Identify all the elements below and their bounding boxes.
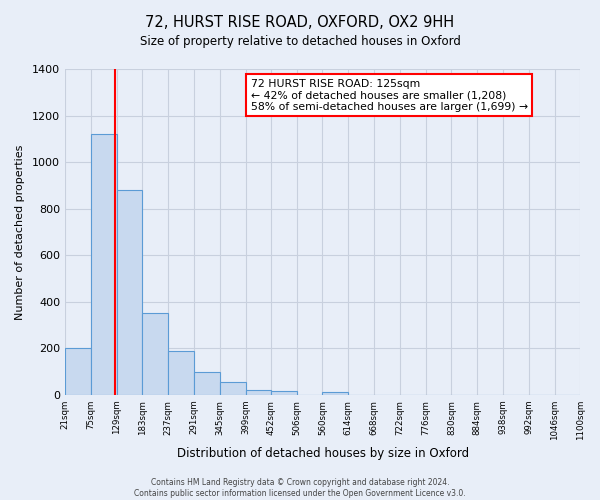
Bar [91, 134, 116, 395]
Text: Contains HM Land Registry data © Crown copyright and database right 2024.
Contai: Contains HM Land Registry data © Crown c… [134, 478, 466, 498]
Text: Size of property relative to detached houses in Oxford: Size of property relative to detached ho… [140, 35, 460, 48]
Y-axis label: Number of detached properties: Number of detached properties [15, 144, 25, 320]
Text: 72 HURST RISE ROAD: 125sqm
← 42% of detached houses are smaller (1,208)
58% of s: 72 HURST RISE ROAD: 125sqm ← 42% of deta… [251, 79, 527, 112]
Bar [142, 314, 168, 395]
Text: 72, HURST RISE ROAD, OXFORD, OX2 9HH: 72, HURST RISE ROAD, OXFORD, OX2 9HH [145, 15, 455, 30]
Bar [168, 350, 194, 395]
Bar [194, 372, 220, 395]
Bar [271, 392, 296, 395]
Bar [116, 190, 142, 395]
Bar [220, 382, 245, 395]
Bar [245, 390, 271, 395]
Bar [322, 392, 348, 395]
X-axis label: Distribution of detached houses by size in Oxford: Distribution of detached houses by size … [176, 447, 469, 460]
Bar [65, 348, 91, 395]
